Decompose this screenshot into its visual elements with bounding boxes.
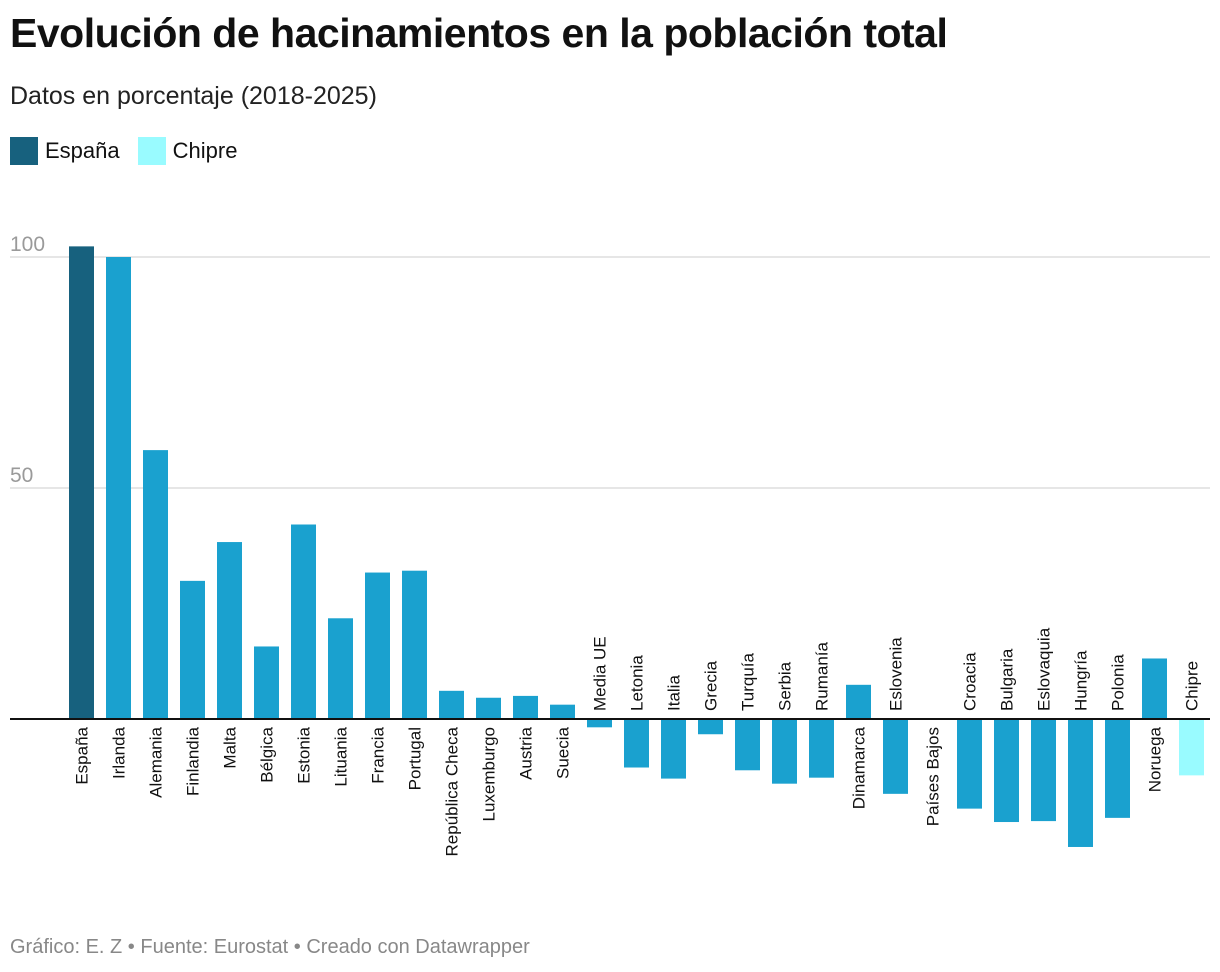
x-tick-label-dinamarca: Dinamarca [850, 726, 869, 809]
bar-república-checa [439, 690, 464, 719]
x-tick-label-bélgica: Bélgica [258, 726, 277, 782]
bar-italia [661, 719, 686, 779]
x-tick-label-chipre: Chipre [1183, 661, 1202, 711]
legend-item-chipre: Chipre [137, 137, 238, 165]
x-tick-label-letonia: Letonia [628, 655, 647, 711]
x-tick-label-serbia: Serbia [776, 661, 795, 711]
x-tick-label-finlandia: Finlandia [184, 726, 203, 796]
bar-croacia [957, 719, 982, 809]
y-tick-label-100: 100 [10, 233, 45, 256]
x-tick-label-españa: España [73, 726, 92, 784]
x-tick-label-irlanda: Irlanda [110, 726, 129, 779]
x-tick-label-noruega: Noruega [1146, 726, 1165, 792]
bar-españa [69, 246, 94, 719]
x-tick-label-lituania: Lituania [332, 726, 351, 786]
bar-chipre [1179, 719, 1204, 776]
x-tick-label-rumanía: Rumanía [813, 641, 832, 711]
chart-title: Evolución de hacinamientos en la poblaci… [10, 10, 948, 56]
bar-noruega [1142, 658, 1167, 719]
chart-footer: Gráfico: E. Z • Fuente: Eurostat • Cread… [10, 936, 530, 958]
bar-dinamarca [846, 684, 871, 719]
bar-serbia [772, 719, 797, 784]
legend-swatch-chipre [137, 137, 166, 165]
bar-lituania [328, 618, 353, 719]
bar-irlanda [106, 257, 131, 719]
bar-malta [217, 542, 242, 719]
bar-hungría [1068, 719, 1093, 847]
x-tick-label-croacia: Croacia [961, 652, 980, 711]
bar-rumanía [809, 719, 834, 778]
x-tick-label-media-ue: Media UE [591, 636, 610, 711]
legend-item-espana: España [10, 137, 120, 165]
x-tick-label-luxemburgo: Luxemburgo [480, 727, 499, 822]
y-tick-label-50: 50 [10, 464, 33, 487]
bar-media-ue [587, 719, 612, 728]
x-tick-label-portugal: Portugal [406, 727, 425, 790]
x-tick-label-eslovenia: Eslovenia [887, 637, 906, 711]
x-tick-label-países-bajos: Países Bajos [924, 727, 943, 826]
bar-eslovenia [883, 719, 908, 794]
x-tick-label-república-checa: República Checa [443, 726, 462, 856]
bar-finlandia [180, 580, 205, 719]
bar-grecia [698, 719, 723, 735]
bar-estonia [291, 524, 316, 719]
x-tick-label-turquía: Turquía [739, 652, 758, 711]
legend-label-espana: España [45, 138, 120, 163]
bar-bulgaria [994, 719, 1019, 823]
bar-austria [513, 695, 538, 719]
bar-polonia [1105, 719, 1130, 818]
x-tick-label-suecia: Suecia [554, 726, 573, 779]
bar-francia [365, 572, 390, 719]
bar-eslovaquia [1031, 719, 1056, 822]
x-tick-label-estonia: Estonia [295, 726, 314, 783]
bar-turquía [735, 719, 760, 771]
bar-alemania [143, 450, 168, 719]
legend-swatch-espana [10, 137, 38, 165]
chart-subtitle: Datos en porcentaje (2018-2025) [10, 82, 377, 110]
x-tick-label-italia: Italia [665, 675, 684, 711]
x-tick-label-grecia: Grecia [702, 660, 721, 711]
bar-luxemburgo [476, 697, 501, 719]
x-tick-label-francia: Francia [369, 726, 388, 783]
legend-label-chipre: Chipre [172, 138, 238, 163]
x-tick-label-eslovaquia: Eslovaquia [1035, 627, 1054, 711]
bar-letonia [624, 719, 649, 768]
x-tick-label-alemania: Alemania [147, 726, 166, 797]
bar-suecia [550, 704, 575, 719]
bar-bélgica [254, 646, 279, 719]
x-tick-label-bulgaria: Bulgaria [998, 648, 1017, 711]
x-tick-label-polonia: Polonia [1109, 654, 1128, 711]
bar-chart: 50 100 España Irlanda Alemania Finlandia Malta… [10, 233, 1210, 856]
legend: España Chipre [10, 137, 237, 165]
x-tick-label-austria: Austria [517, 726, 536, 779]
x-tick-label-malta: Malta [221, 726, 240, 768]
x-tick-label-hungría: Hungría [1072, 650, 1091, 711]
bar-portugal [402, 570, 427, 719]
